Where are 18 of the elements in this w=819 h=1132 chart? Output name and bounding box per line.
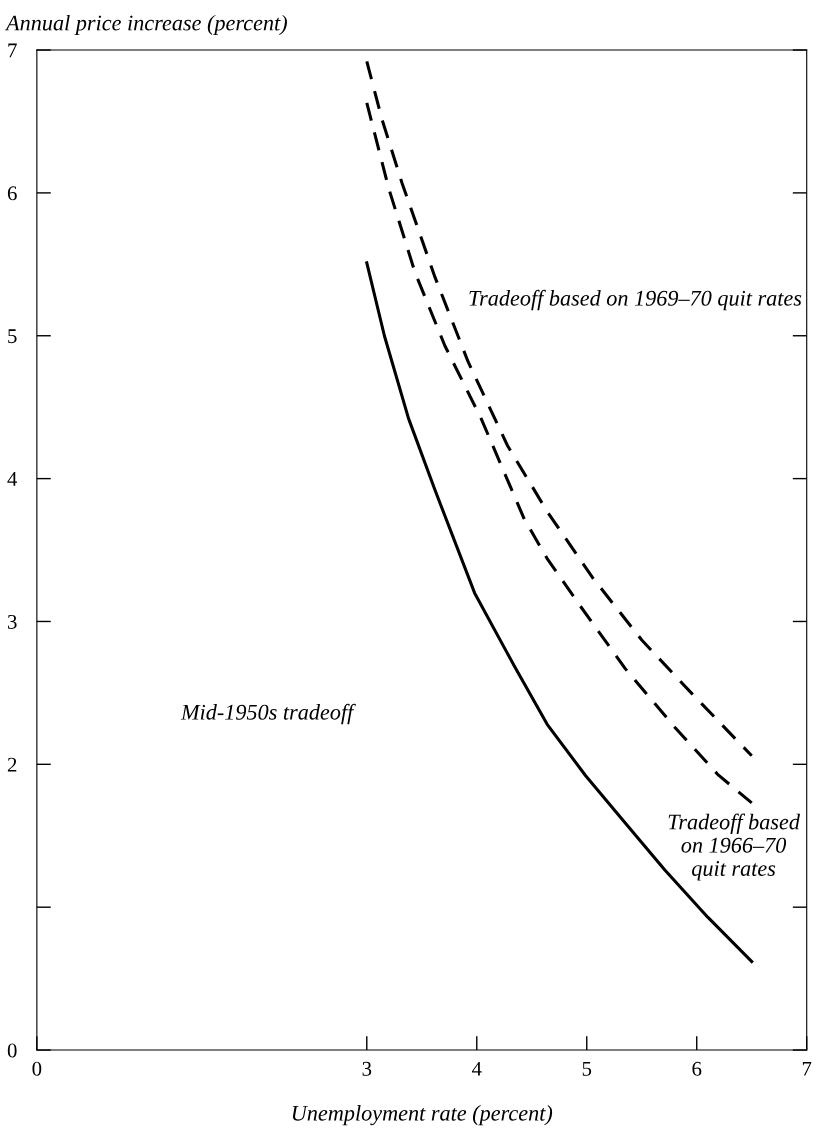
- x-tick-label: 3: [362, 1061, 372, 1076]
- x-tick-label: 0: [32, 1061, 42, 1076]
- x-tick-label: 6: [692, 1061, 702, 1076]
- y-tick-label: 2: [7, 757, 17, 772]
- annotation: Tradeoff based on 1969–70 quit rates: [469, 289, 802, 311]
- y-tick-label: 4: [7, 472, 18, 486]
- y-tick-label: 3: [7, 614, 17, 629]
- x-tick-label: 4: [471, 1061, 482, 1076]
- annotation: Mid-1950s tradeoff: [180, 703, 356, 725]
- y-tick-label: 6: [7, 186, 17, 201]
- y-tick-label: 7: [8, 43, 17, 58]
- x-tick-label: 7: [802, 1061, 812, 1076]
- x-axis-title: Unemployment rate (percent): [292, 1105, 553, 1126]
- y-tick-label: 0: [7, 1043, 17, 1058]
- x-tick-label: 5: [582, 1061, 592, 1076]
- y-axis-title: Annual price increase (percent): [4, 14, 287, 36]
- annotation: Tradeoff based on 1966–70 quit rates: [668, 813, 800, 881]
- y-tick-label: 5: [8, 329, 17, 344]
